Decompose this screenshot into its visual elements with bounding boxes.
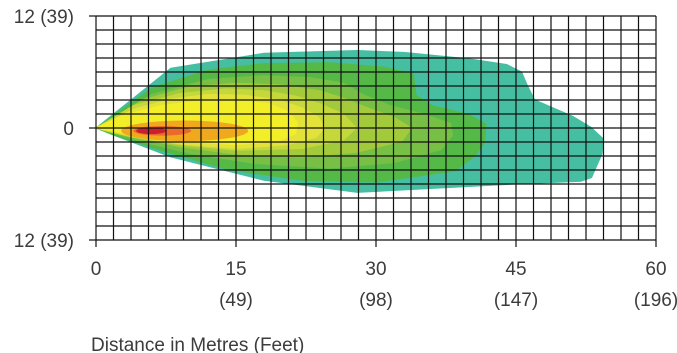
x-tick-label: 0 [91,259,102,280]
grid-lines [95,15,657,241]
x-tick-sublabel: (196) [634,290,677,311]
x-tick-label: 45 [505,259,526,280]
x-tick-label: 30 [365,259,386,280]
axis-tick-labels: 0 15 (49) 30 (98) 45 (147) 60 (196) 12 (39) 0 12 (3… [14,7,677,311]
x-tick-label: 60 [645,259,666,280]
y-tick-label: 0 [63,119,74,140]
y-tick-label: 12 (39) [14,231,74,252]
x-tick-sublabel: (147) [494,290,538,311]
y-tick-label: 12 (39) [14,7,74,28]
intensity-zone-10 [136,127,166,135]
x-tick-sublabel: (98) [359,290,393,311]
x-tick-sublabel: (49) [219,290,253,311]
x-axis-title: Distance in Metres (Feet) [91,335,304,353]
axis-ticks [89,15,657,247]
x-tick-label: 15 [225,259,246,280]
